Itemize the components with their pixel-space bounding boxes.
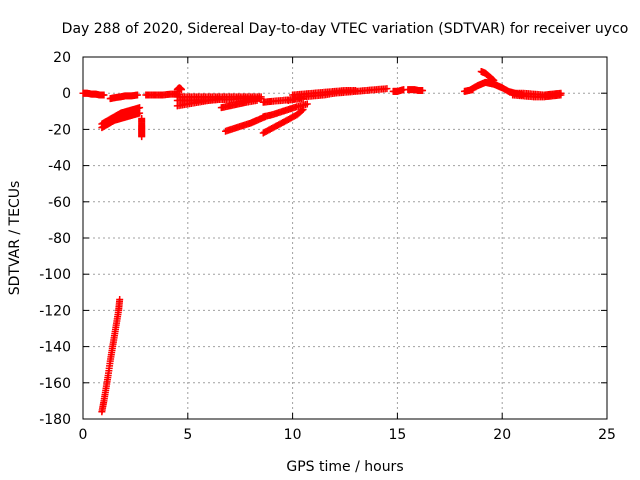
data-point <box>100 91 108 99</box>
data-point <box>215 95 223 103</box>
data-point <box>257 95 265 103</box>
y-tick-label: 0 <box>62 86 71 102</box>
data-point <box>178 86 186 94</box>
x-tick-label: 5 <box>183 427 192 443</box>
data-point <box>136 109 144 117</box>
series-16 <box>289 86 359 99</box>
y-tick-label: -100 <box>39 267 71 283</box>
series-4 <box>138 115 146 141</box>
series-18 <box>404 86 427 94</box>
grid-layer <box>83 57 607 419</box>
x-tick-label: 25 <box>598 427 616 443</box>
series-10 <box>217 96 261 112</box>
data-point <box>116 296 124 304</box>
y-tick-label: -120 <box>39 303 71 319</box>
series-12 <box>259 105 307 137</box>
y-tick-label: -80 <box>48 231 71 247</box>
data-point <box>351 86 359 94</box>
y-tick-label: -160 <box>39 376 71 392</box>
data-point <box>557 89 565 97</box>
data-point <box>138 133 146 141</box>
data-points <box>79 67 565 416</box>
y-tick-label: -40 <box>48 159 71 175</box>
x-tick-label: 15 <box>388 427 406 443</box>
x-tick-label: 20 <box>493 427 511 443</box>
series-0 <box>79 89 108 99</box>
x-axis-label: GPS time / hours <box>286 459 403 475</box>
tick-layer: 0 5 10 15 20 25 20 0 -20 -40 -60 -80 -100 -120 -140 -16… <box>39 50 616 443</box>
data-point <box>383 85 391 93</box>
series-9 <box>173 95 223 110</box>
y-axis-label: SDTVAR / TECUs <box>7 181 23 296</box>
series-21 <box>477 67 498 85</box>
data-point <box>253 96 261 104</box>
x-tick-label: 10 <box>284 427 302 443</box>
series-13 <box>259 100 311 121</box>
y-tick-label: -60 <box>48 195 71 211</box>
series-5 <box>142 90 183 99</box>
chart-title: Day 288 of 2020, Sidereal Day-to-day VTE… <box>62 21 629 37</box>
data-point <box>133 91 141 99</box>
y-tick-label: -20 <box>48 122 71 138</box>
data-point <box>490 77 498 85</box>
series-23 <box>509 89 565 99</box>
y-tick-label: -180 <box>39 412 71 428</box>
series-24 <box>98 296 124 416</box>
data-point <box>419 86 427 94</box>
series-6 <box>173 84 186 94</box>
y-tick-label: -140 <box>39 340 71 356</box>
series-17 <box>389 86 408 95</box>
x-tick-label: 0 <box>79 427 88 443</box>
y-tick-label: 20 <box>53 50 71 66</box>
data-point <box>303 100 311 108</box>
series-3 <box>98 109 144 132</box>
series-1 <box>106 91 141 103</box>
